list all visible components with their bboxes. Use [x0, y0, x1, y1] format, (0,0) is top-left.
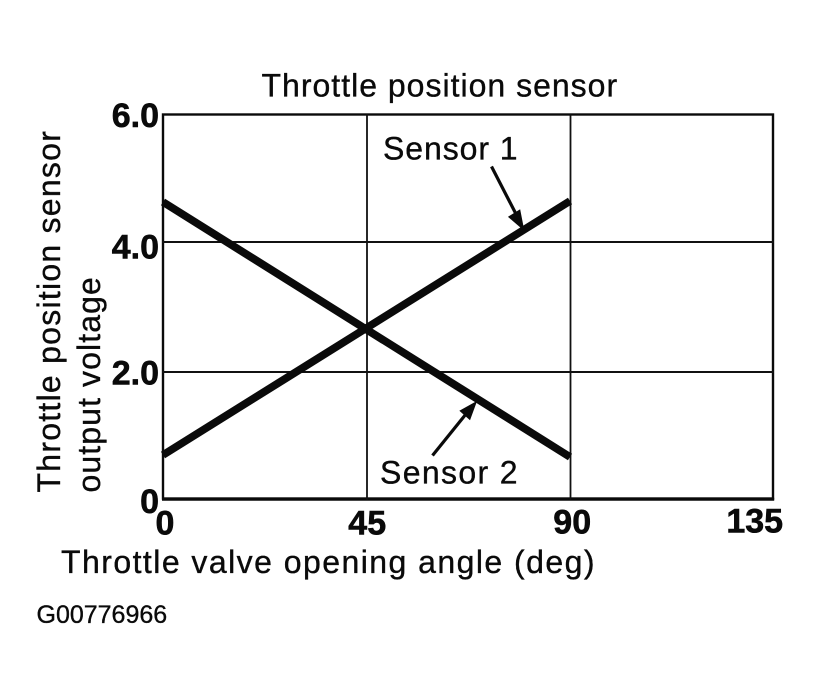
- svg-text:90: 90: [553, 504, 591, 542]
- svg-text:4.0: 4.0: [112, 229, 159, 267]
- svg-text:G00776966: G00776966: [37, 601, 168, 629]
- svg-text:Throttle position sensor: Throttle position sensor: [262, 68, 619, 104]
- svg-text:output voltage: output voltage: [71, 276, 107, 492]
- svg-text:Sensor 2: Sensor 2: [380, 455, 519, 491]
- svg-text:Throttle position sensor: Throttle position sensor: [31, 130, 67, 493]
- svg-text:0: 0: [156, 505, 175, 543]
- svg-text:2.0: 2.0: [112, 355, 159, 393]
- svg-text:Throttle valve opening angle (: Throttle valve opening angle (deg): [61, 544, 596, 580]
- svg-text:45: 45: [348, 505, 386, 543]
- svg-text:135: 135: [726, 503, 783, 541]
- svg-text:Sensor 1: Sensor 1: [383, 131, 519, 167]
- svg-text:0: 0: [140, 483, 159, 521]
- svg-text:6.0: 6.0: [112, 97, 159, 135]
